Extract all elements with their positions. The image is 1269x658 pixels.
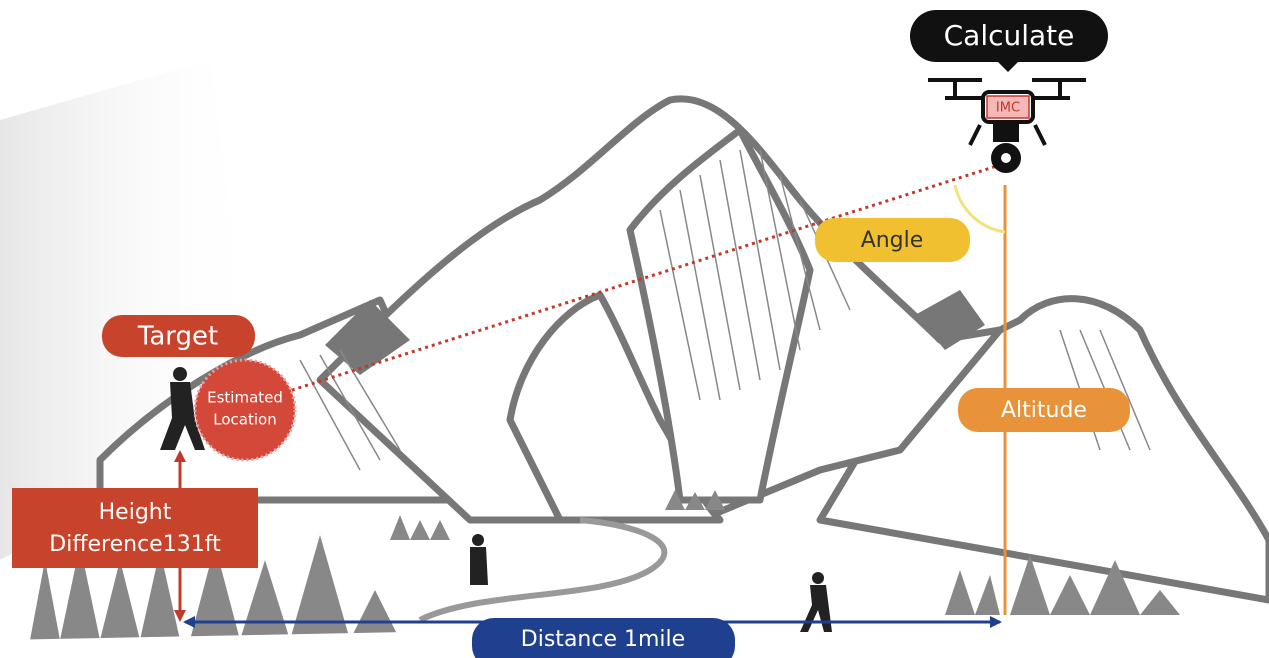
estimated-label: Estimated bbox=[207, 389, 283, 407]
arrow-head bbox=[174, 610, 186, 622]
angle-label: Angle bbox=[861, 228, 924, 253]
drone bbox=[928, 80, 1086, 171]
diagram: IMC Calculate Angle Altitude Target Esti… bbox=[0, 0, 1269, 658]
distance-label: Distance 1mile bbox=[521, 627, 685, 652]
estimated-label: Location bbox=[213, 411, 276, 429]
calculate-label: Calculate bbox=[944, 19, 1075, 52]
height-label: Difference131ft bbox=[49, 532, 221, 557]
bubble-pointer bbox=[996, 60, 1020, 72]
target-label: Target bbox=[137, 322, 218, 352]
chip-label: IMC bbox=[996, 101, 1020, 116]
arrow-head bbox=[183, 616, 195, 628]
altitude-label: Altitude bbox=[1001, 398, 1087, 423]
height-label: Height bbox=[99, 500, 172, 525]
